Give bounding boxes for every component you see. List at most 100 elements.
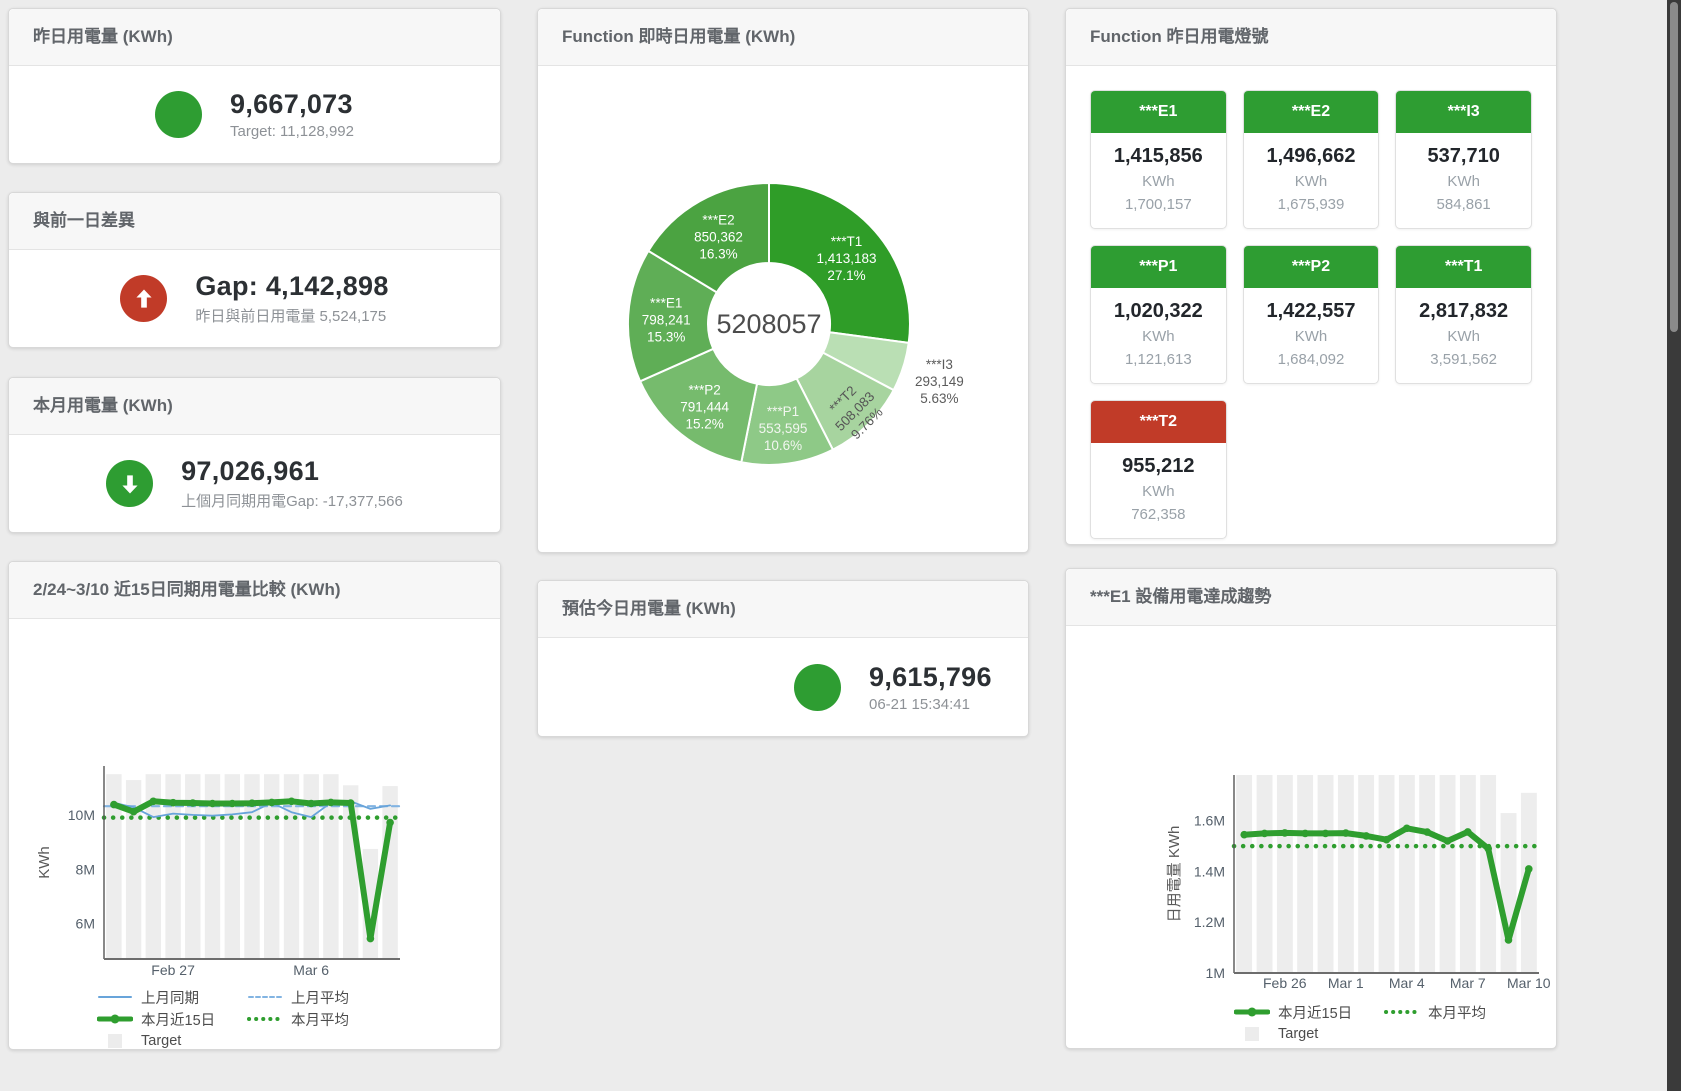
comparison-legend: 上月同期 上月平均本月近15日 本月平均 Target <box>97 986 417 1052</box>
light-tile-value: 955,212 <box>1122 455 1195 477</box>
light-tile-target: 1,121,613 <box>1124 351 1192 368</box>
light-tile-t1: ***T1 2,817,832 KWh 3,591,562 <box>1395 245 1532 384</box>
legend-item-last-month-average[interactable]: 上月平均 <box>247 986 397 1008</box>
svg-text:1.2M: 1.2M <box>1194 914 1225 930</box>
light-tile-body: 1,020,322 KWh 1,121,613 <box>1091 288 1226 383</box>
svg-text:10M: 10M <box>68 807 95 823</box>
legend-item-this-month-last-15-days[interactable]: 本月近15日 <box>1234 1001 1384 1023</box>
yesterday-usage-value: 9,667,073 <box>230 89 353 119</box>
legend-swatch <box>1245 1027 1259 1041</box>
legend-swatch <box>97 1014 133 1024</box>
light-tile-body: 1,496,662 KWh 1,675,939 <box>1244 133 1379 228</box>
card-month-usage: 本月用電量 (KWh) 97,026,961 上個月同期用電Gap: -17,3… <box>8 377 501 533</box>
donut-slice-p2 <box>639 347 758 464</box>
light-tiles-grid: ***E1 1,415,856 KWh 1,700,157 ***E2 1,496,662… <box>1066 66 1556 563</box>
light-tile-unit: KWh <box>1142 173 1175 190</box>
light-tile-target: 3,591,562 <box>1430 351 1498 368</box>
svg-text:***T2508,0839.76%: ***T2508,0839.76% <box>820 377 889 446</box>
card-realtime-donut: Function 即時日用電量 (KWh) ***T1 1,413,183 27.1… <box>537 8 1029 553</box>
arrow-down-icon <box>122 474 138 494</box>
estimate-today-timestamp: 06-21 15:34:41 <box>869 695 970 713</box>
donut-center-total: 5208057 <box>716 309 821 339</box>
light-tile-body: 537,710 KWh 584,861 <box>1396 133 1531 228</box>
card-realtime-donut-title: Function 即時日用電量 (KWh) <box>538 9 1028 66</box>
light-tile-i3: ***I3 537,710 KWh 584,861 <box>1395 90 1532 229</box>
red-status-circle <box>120 275 168 322</box>
realtime-usage-donut: ***T1 1,413,183 27.1% ***I3 293,149 5.63% ***T… <box>626 182 964 466</box>
donut-label-p1: ***P1 553,595 10.6% <box>759 404 808 453</box>
card-yesterday-usage-title: 昨日用電量 (KWh) <box>9 9 500 66</box>
donut-slice-e2 <box>647 182 770 294</box>
legend-label: 上月同期 <box>141 990 199 1007</box>
donut-label-p2: ***P2 791,444 15.2% <box>680 382 729 431</box>
legend-label: 本月近15日 <box>1278 1005 1353 1022</box>
legend-label: Target <box>1278 1026 1319 1042</box>
card-yesterday-usage: 昨日用電量 (KWh) 9,667,073 Target: 11,128,992 <box>8 8 501 164</box>
svg-text:Feb 26: Feb 26 <box>1263 975 1307 991</box>
donut-label-e1: ***E1 798,241 15.3% <box>642 296 691 345</box>
svg-text:1.4M: 1.4M <box>1194 864 1225 880</box>
arrow-up-icon <box>136 288 152 308</box>
svg-text:Feb 27: Feb 27 <box>151 962 195 978</box>
scrollbar[interactable] <box>1667 0 1681 1091</box>
light-tile-name: ***E1 <box>1091 91 1226 133</box>
legend-item-target[interactable]: Target <box>1234 1023 1384 1045</box>
light-tile-value: 2,817,832 <box>1419 300 1509 322</box>
day-gap-body: Gap: 4,142,898 昨日與前日用電量 5,524,175 <box>9 250 500 347</box>
donut-label-t2: ***T2508,0839.76% <box>820 377 889 446</box>
estimate-today-body: 9,615,796 06-21 15:34:41 <box>538 638 1028 736</box>
light-tile-name: ***P2 <box>1243 246 1379 288</box>
legend-item-this-month-average[interactable]: 本月平均 <box>1384 1001 1534 1023</box>
month-usage-body: 97,026,961 上個月同期用電Gap: -17,377,566 <box>9 435 500 532</box>
day-gap-value: Gap: 4,142,898 <box>195 271 389 301</box>
svg-text:Mar 1: Mar 1 <box>1328 975 1364 991</box>
scrollbar-thumb[interactable] <box>1670 2 1678 332</box>
legend-swatch <box>1234 1007 1270 1017</box>
legend-label: 本月平均 <box>1428 1005 1486 1022</box>
light-tile-target: 584,861 <box>1436 196 1491 213</box>
legend-swatch <box>108 1034 122 1048</box>
light-tile-p2: ***P2 1,422,557 KWh 1,684,092 <box>1242 245 1380 384</box>
legend-label: 上月平均 <box>291 990 349 1007</box>
light-tile-unit: KWh <box>1142 483 1175 500</box>
light-tile-body: 2,817,832 KWh 3,591,562 <box>1396 288 1531 383</box>
svg-text:1.6M: 1.6M <box>1194 813 1225 829</box>
legend-label: 本月平均 <box>291 1012 349 1029</box>
light-tile-target: 1,675,939 <box>1277 196 1345 213</box>
trend-legend: 本月近15日 本月平均 Target <box>1234 1001 1554 1045</box>
light-tile-value: 1,422,557 <box>1266 300 1356 322</box>
donut-label-t1: ***T1 1,413,183 27.1% <box>816 234 876 283</box>
light-tile-e2: ***E2 1,496,662 KWh 1,675,939 <box>1242 90 1380 229</box>
light-tile-value: 1,020,322 <box>1113 300 1203 322</box>
legend-swatch <box>98 996 132 998</box>
legend-item-last-month-same-period[interactable]: 上月同期 <box>97 986 247 1008</box>
legend-label: Target <box>141 1033 182 1049</box>
legend-swatch <box>247 1017 283 1021</box>
legend-item-target[interactable]: Target <box>97 1030 247 1052</box>
light-tile-name: ***I3 <box>1396 91 1531 133</box>
light-tile-value: 537,710 <box>1427 145 1500 167</box>
card-e1-trend-title: ***E1 設備用電達成趨勢 <box>1066 569 1556 626</box>
card-estimate-today: 預估今日用電量 (KWh) 9,615,796 06-21 15:34:41 <box>537 580 1029 737</box>
estimate-today-value: 9,615,796 <box>869 661 992 692</box>
comparison-chart: 6M 8M 10M Feb 27 Mar 6 KWh <box>36 766 403 978</box>
legend-item-this-month-average[interactable]: 本月平均 <box>247 1008 397 1030</box>
yesterday-usage-body: 9,667,073 Target: 11,128,992 <box>9 66 500 163</box>
legend-item-this-month-last-15-days[interactable]: 本月近15日 <box>97 1008 247 1030</box>
light-tile-target: 762,358 <box>1131 506 1186 523</box>
svg-text:Mar 6: Mar 6 <box>293 962 329 978</box>
donut-slice-t1 <box>768 182 911 344</box>
light-tile-name: ***P1 <box>1091 246 1226 288</box>
light-tile-unit: KWh <box>1447 173 1480 190</box>
svg-text:Mar 4: Mar 4 <box>1389 975 1425 991</box>
card-day-gap: 與前一日差異 Gap: 4,142,898 昨日與前日用電量 5,524,175 <box>8 192 501 348</box>
month-usage-value: 97,026,961 <box>181 456 320 486</box>
yesterday-usage-target: Target: 11,128,992 <box>230 123 354 140</box>
svg-text:8M: 8M <box>76 861 95 877</box>
light-tile-body: 1,422,557 KWh 1,684,092 <box>1244 288 1379 383</box>
